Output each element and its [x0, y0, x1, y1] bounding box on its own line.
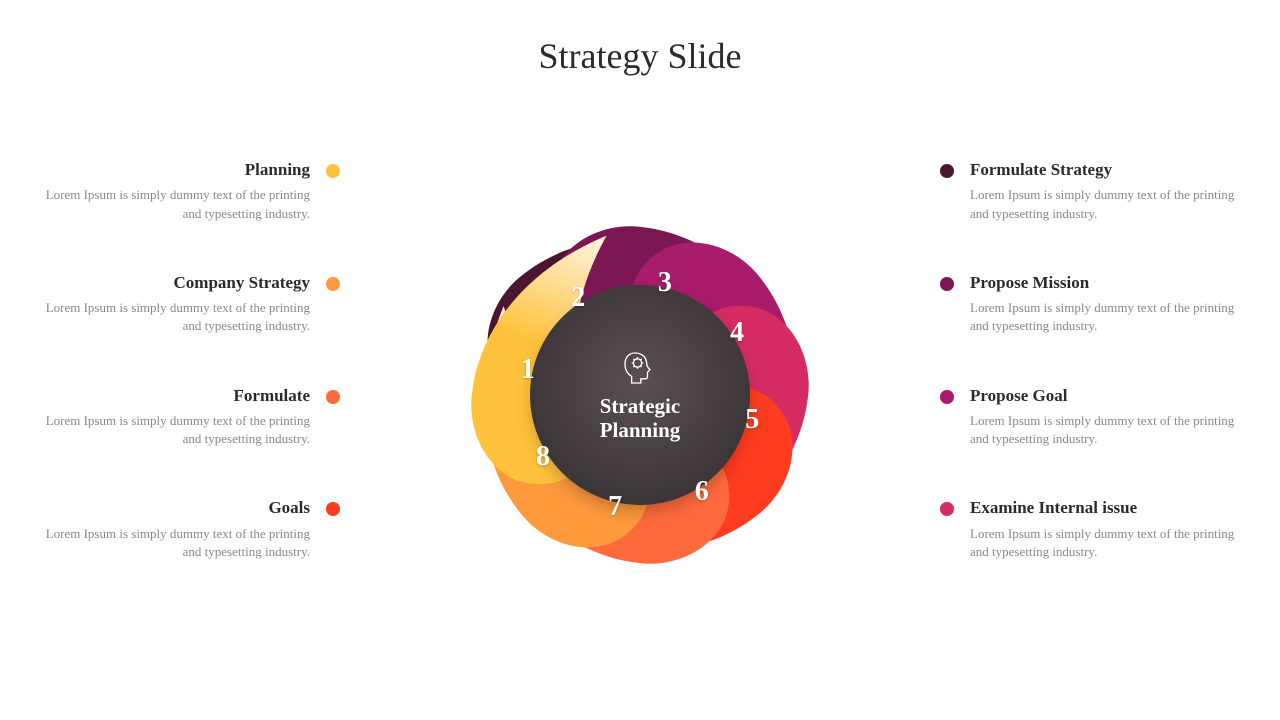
item-title: Company Strategy [40, 273, 310, 293]
right-item-2: Propose Mission Lorem Ipsum is simply du… [940, 273, 1240, 336]
item-title: Planning [40, 160, 310, 180]
right-item-4: Examine Internal issue Lorem Ipsum is si… [940, 498, 1240, 561]
item-title: Goals [40, 498, 310, 518]
item-desc: Lorem Ipsum is simply dummy text of the … [40, 412, 310, 448]
strategy-slide: Strategy Slide Planning Lorem Ipsum is s… [0, 0, 1280, 720]
petal-number-1: 1 [521, 354, 535, 386]
item-title: Formulate [40, 386, 310, 406]
right-item-3: Propose Goal Lorem Ipsum is simply dummy… [940, 386, 1240, 449]
item-desc: Lorem Ipsum is simply dummy text of the … [970, 299, 1240, 335]
left-item-3: Formulate Lorem Ipsum is simply dummy te… [40, 386, 340, 449]
bullet-icon [326, 390, 340, 404]
petal-number-8: 8 [536, 441, 550, 473]
item-desc: Lorem Ipsum is simply dummy text of the … [40, 186, 310, 222]
center-diagram: Strategic Planning 1 2 3 4 5 6 7 8 [420, 175, 860, 615]
left-column: Planning Lorem Ipsum is simply dummy tex… [40, 160, 340, 611]
bullet-icon [326, 164, 340, 178]
bullet-icon [326, 502, 340, 516]
petal-number-5: 5 [745, 404, 759, 436]
bullet-icon [940, 277, 954, 291]
bullet-icon [326, 277, 340, 291]
item-desc: Lorem Ipsum is simply dummy text of the … [970, 412, 1240, 448]
left-item-1: Planning Lorem Ipsum is simply dummy tex… [40, 160, 340, 223]
hub-label: Strategic Planning [600, 394, 681, 442]
petal-number-6: 6 [695, 476, 709, 508]
item-desc: Lorem Ipsum is simply dummy text of the … [40, 525, 310, 561]
item-title: Formulate Strategy [970, 160, 1240, 180]
hub-label-line2: Planning [600, 418, 681, 442]
item-desc: Lorem Ipsum is simply dummy text of the … [970, 525, 1240, 561]
petal-number-3: 3 [658, 267, 672, 299]
left-item-4: Goals Lorem Ipsum is simply dummy text o… [40, 498, 340, 561]
petal-number-7: 7 [608, 491, 622, 523]
right-item-1: Formulate Strategy Lorem Ipsum is simply… [940, 160, 1240, 223]
item-title: Propose Mission [970, 273, 1240, 293]
petal-number-4: 4 [730, 317, 744, 349]
bullet-icon [940, 164, 954, 178]
slide-title: Strategy Slide [0, 35, 1280, 77]
left-item-2: Company Strategy Lorem Ipsum is simply d… [40, 273, 340, 336]
item-title: Examine Internal issue [970, 498, 1240, 518]
bullet-icon [940, 390, 954, 404]
right-column: Formulate Strategy Lorem Ipsum is simply… [940, 160, 1240, 611]
item-desc: Lorem Ipsum is simply dummy text of the … [970, 186, 1240, 222]
center-hub: Strategic Planning [530, 285, 750, 505]
petal-number-2: 2 [571, 282, 585, 314]
item-desc: Lorem Ipsum is simply dummy text of the … [40, 299, 310, 335]
brain-gear-icon [620, 348, 660, 388]
item-title: Propose Goal [970, 386, 1240, 406]
hub-label-line1: Strategic [600, 394, 680, 418]
bullet-icon [940, 502, 954, 516]
